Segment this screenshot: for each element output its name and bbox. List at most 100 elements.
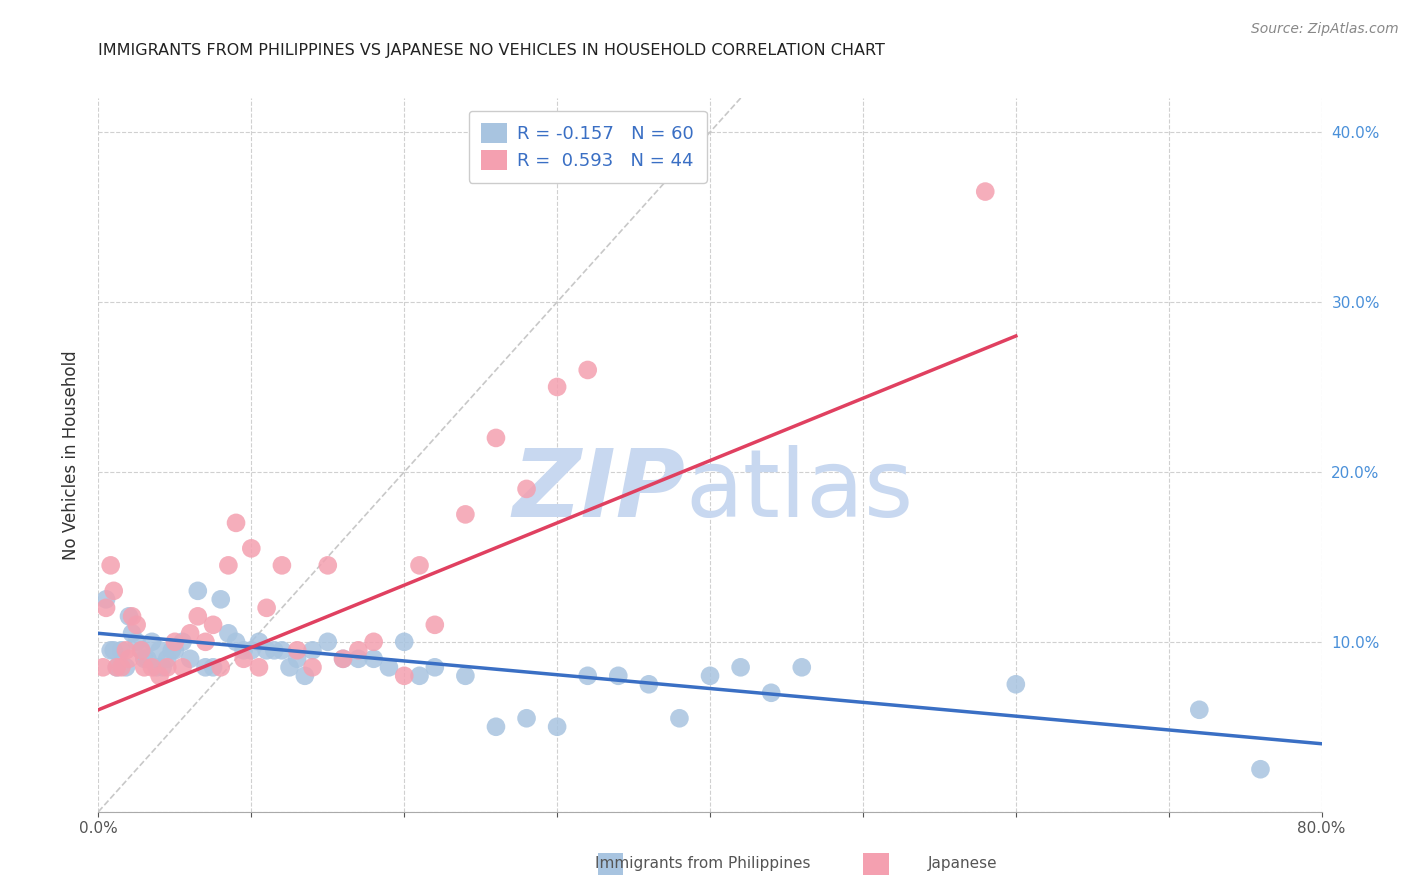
Point: [316, 635, 339, 649]
Point: [121, 626, 143, 640]
Point: [179, 652, 201, 666]
Point: [232, 643, 254, 657]
Point: [347, 652, 370, 666]
Point: [110, 643, 132, 657]
Point: [149, 669, 172, 683]
Point: [232, 652, 254, 666]
Point: [423, 617, 446, 632]
Point: [163, 635, 186, 649]
Point: [194, 660, 217, 674]
Text: Source: ZipAtlas.com: Source: ZipAtlas.com: [1251, 22, 1399, 37]
Point: [187, 609, 209, 624]
Point: [225, 516, 247, 530]
Point: [637, 677, 661, 691]
Point: [91, 660, 114, 674]
Point: [141, 660, 163, 674]
Point: [347, 643, 370, 657]
Point: [134, 652, 156, 666]
Point: [115, 660, 138, 674]
Point: [163, 643, 186, 657]
Point: [408, 669, 430, 683]
Point: [263, 643, 285, 657]
Point: [160, 643, 183, 657]
Point: [790, 660, 813, 674]
Point: [363, 635, 385, 649]
Point: [100, 643, 122, 657]
Point: [156, 652, 179, 666]
Point: [1249, 762, 1271, 776]
Point: [256, 600, 278, 615]
Point: [172, 635, 194, 649]
Point: [316, 558, 339, 573]
Point: [408, 558, 430, 573]
Point: [118, 652, 141, 666]
Point: [94, 600, 117, 615]
Point: [136, 652, 159, 666]
Point: [759, 686, 782, 700]
Point: [105, 660, 128, 674]
Point: [202, 660, 225, 674]
Point: [730, 660, 752, 674]
Point: [301, 643, 323, 657]
Point: [100, 558, 122, 573]
Text: ZIP: ZIP: [513, 444, 686, 537]
Point: [209, 592, 232, 607]
Point: [270, 643, 292, 657]
Point: [240, 541, 263, 556]
Point: [546, 720, 568, 734]
Point: [129, 643, 152, 657]
Point: [110, 660, 132, 674]
Point: [156, 660, 179, 674]
Text: IMMIGRANTS FROM PHILIPPINES VS JAPANESE NO VEHICLES IN HOUSEHOLD CORRELATION CHA: IMMIGRANTS FROM PHILIPPINES VS JAPANESE …: [98, 43, 886, 58]
Point: [187, 583, 209, 598]
Point: [699, 669, 721, 683]
Point: [378, 660, 401, 674]
Point: [576, 669, 599, 683]
Point: [217, 626, 239, 640]
Text: Immigrants from Philippines: Immigrants from Philippines: [595, 856, 811, 871]
Point: [118, 609, 141, 624]
Point: [392, 635, 416, 649]
Point: [668, 711, 690, 725]
Point: [149, 643, 172, 657]
Point: [294, 669, 316, 683]
Point: [172, 660, 194, 674]
Point: [516, 482, 538, 496]
Point: [1004, 677, 1026, 691]
Point: [423, 660, 446, 674]
Point: [152, 660, 174, 674]
Point: [125, 617, 148, 632]
Point: [240, 643, 263, 657]
Point: [607, 669, 630, 683]
Point: [285, 643, 308, 657]
Point: [285, 652, 308, 666]
Point: [546, 380, 568, 394]
Point: [105, 660, 128, 674]
Point: [363, 652, 385, 666]
Point: [134, 660, 156, 674]
Point: [125, 635, 148, 649]
Point: [332, 652, 354, 666]
Point: [209, 660, 232, 674]
Point: [516, 711, 538, 725]
Point: [278, 660, 301, 674]
Point: [454, 508, 477, 522]
Point: [194, 635, 217, 649]
Point: [392, 669, 416, 683]
Legend: R = -0.157   N = 60, R =  0.593   N = 44: R = -0.157 N = 60, R = 0.593 N = 44: [468, 111, 707, 183]
Point: [145, 660, 167, 674]
Point: [485, 431, 508, 445]
Point: [576, 363, 599, 377]
Point: [974, 185, 997, 199]
Point: [202, 617, 225, 632]
Point: [129, 643, 152, 657]
Point: [115, 643, 138, 657]
Point: [301, 660, 323, 674]
Point: [121, 609, 143, 624]
Point: [454, 669, 477, 683]
Point: [103, 643, 125, 657]
Point: [94, 592, 117, 607]
Point: [217, 558, 239, 573]
Point: [256, 643, 278, 657]
Point: [270, 558, 292, 573]
